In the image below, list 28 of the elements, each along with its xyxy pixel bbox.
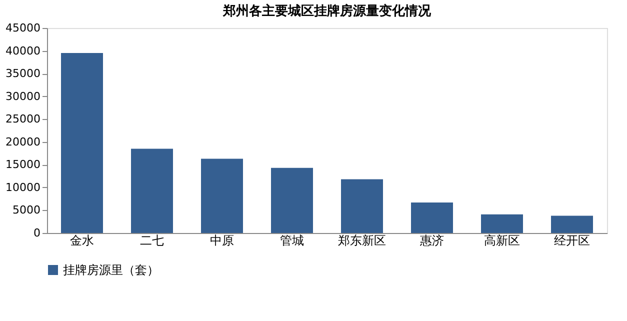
bar (201, 158, 243, 233)
y-tick-label: 30000 (6, 90, 40, 103)
y-tick-label: 20000 (6, 135, 40, 148)
bar (341, 179, 383, 233)
bar (61, 53, 103, 233)
x-tick-label: 郑东新区 (338, 234, 386, 248)
x-tick-label: 经开区 (554, 234, 590, 248)
y-tick-label: 40000 (6, 44, 40, 58)
x-tick-label: 二七 (140, 234, 164, 248)
y-tick-label: 35000 (6, 67, 40, 80)
y-tick-label: 45000 (6, 22, 40, 34)
y-tick-label: 0 (34, 226, 40, 240)
x-tick-label: 惠济 (419, 234, 444, 248)
bar (271, 168, 313, 233)
x-tick-label: 金水 (70, 234, 94, 248)
y-tick-label: 10000 (6, 180, 40, 194)
x-tick-label: 高新区 (484, 234, 520, 248)
y-tick-label: 25000 (6, 112, 40, 126)
y-tick-label: 15000 (6, 158, 40, 172)
bar (411, 202, 453, 233)
bar (131, 148, 173, 233)
y-tick-label: 5000 (12, 204, 40, 217)
x-tick-label: 中原 (210, 234, 234, 248)
chart-title: 郑州各主要城区挂牌房源量变化情况 (222, 3, 432, 19)
x-tick-label: 管城 (280, 234, 304, 248)
legend-label: 挂牌房源里（套） (63, 263, 159, 277)
bar (551, 216, 593, 233)
bar (481, 214, 523, 233)
